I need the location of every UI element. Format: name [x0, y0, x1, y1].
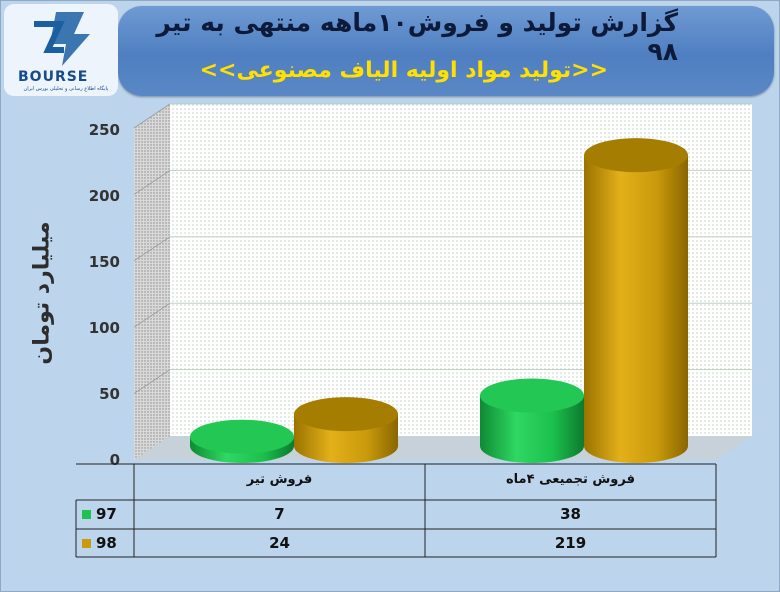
gridline-side: [133, 236, 171, 262]
row-label-98: 98: [96, 534, 117, 552]
table-cell-98-0: 24: [269, 534, 290, 552]
table-cell-98-1: 219: [554, 534, 587, 552]
logo-emblem-icon: [34, 12, 90, 66]
bar-97-1: [480, 378, 584, 463]
title-banner: [118, 6, 774, 96]
y-tick-50: 50: [99, 385, 120, 403]
bar-98-0: [294, 397, 398, 463]
gridline-side: [133, 369, 171, 394]
legend-swatch-98: [82, 539, 91, 548]
chart-subtitle: <<تولید مواد اولیه الیاف مصنوعی>>: [199, 58, 608, 83]
table-header-cat-1: فروش تجمیعی ۴ماه: [506, 472, 635, 487]
gridline-side: [133, 170, 171, 195]
gridline-side: [133, 103, 171, 129]
table-cell-97-1: 38: [560, 505, 581, 523]
data-table-grid: [75, 463, 717, 558]
y-tick-0: 0: [109, 451, 120, 469]
table-header-cat-0: فروش تیر: [246, 472, 313, 487]
logo-text: BOURSE: [18, 69, 89, 85]
gridline-side: [133, 302, 171, 328]
y-tick-150: 150: [88, 253, 120, 271]
bourse-logo: BOURSE پایگاه اطلاع رسانی و تحلیلی بورس …: [4, 4, 118, 96]
table-cell-97-0: 7: [274, 505, 285, 523]
bars-group: [190, 138, 688, 463]
chart-title: گزارش تولید و فروش۱۰ماهه منتهی به تیر ۹۸: [156, 8, 678, 66]
plot-side-wall: [134, 104, 170, 460]
legend-swatch-97: [82, 510, 91, 519]
bar-97-0: [190, 419, 294, 463]
bar-98-1: [584, 138, 688, 463]
y-tick-100: 100: [88, 319, 120, 337]
logo-caption: پایگاه اطلاع رسانی و تحلیلی بورس ایران: [23, 86, 109, 92]
y-tick-250: 250: [88, 121, 120, 139]
data-table: فروش تیر فروش تجمیعی ۴ماه 97 7 38 98 24 …: [76, 466, 716, 557]
row-label-97: 97: [96, 505, 117, 523]
y-tick-200: 200: [88, 187, 120, 205]
